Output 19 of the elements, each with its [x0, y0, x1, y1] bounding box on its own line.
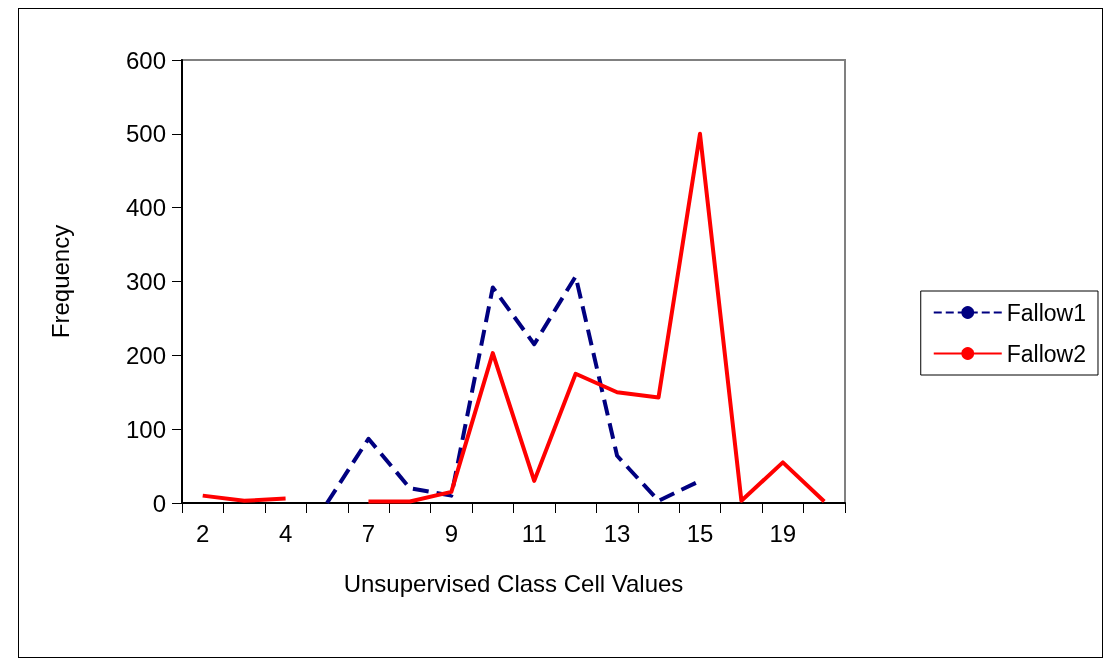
y-tick-label: 100: [125, 415, 166, 443]
y-tick-label: 200: [125, 341, 166, 369]
x-axis-title: Unsupervised Class Cell Values: [343, 569, 684, 597]
x-tick-label: 19: [769, 519, 797, 547]
y-tick-label: 400: [125, 194, 166, 222]
x-tick-label: 7: [361, 519, 376, 547]
y-tick-label: 300: [125, 268, 166, 295]
y-tick-label: 500: [125, 120, 166, 148]
x-tick-label: 2: [196, 519, 210, 547]
x-tick-label: 9: [444, 519, 459, 547]
y-axis-title: Frequency: [46, 224, 74, 339]
legend-label: Fallow2: [1006, 340, 1087, 367]
x-tick-label: 11: [521, 519, 547, 547]
x-tick-label: 13: [603, 519, 631, 547]
y-tick-label: 600: [125, 46, 166, 74]
x-tick-label: 15: [686, 519, 714, 547]
y-tick-label: 0: [152, 489, 166, 517]
legend-label: Fallow1: [1006, 299, 1087, 326]
x-tick-label: 4: [278, 519, 293, 547]
